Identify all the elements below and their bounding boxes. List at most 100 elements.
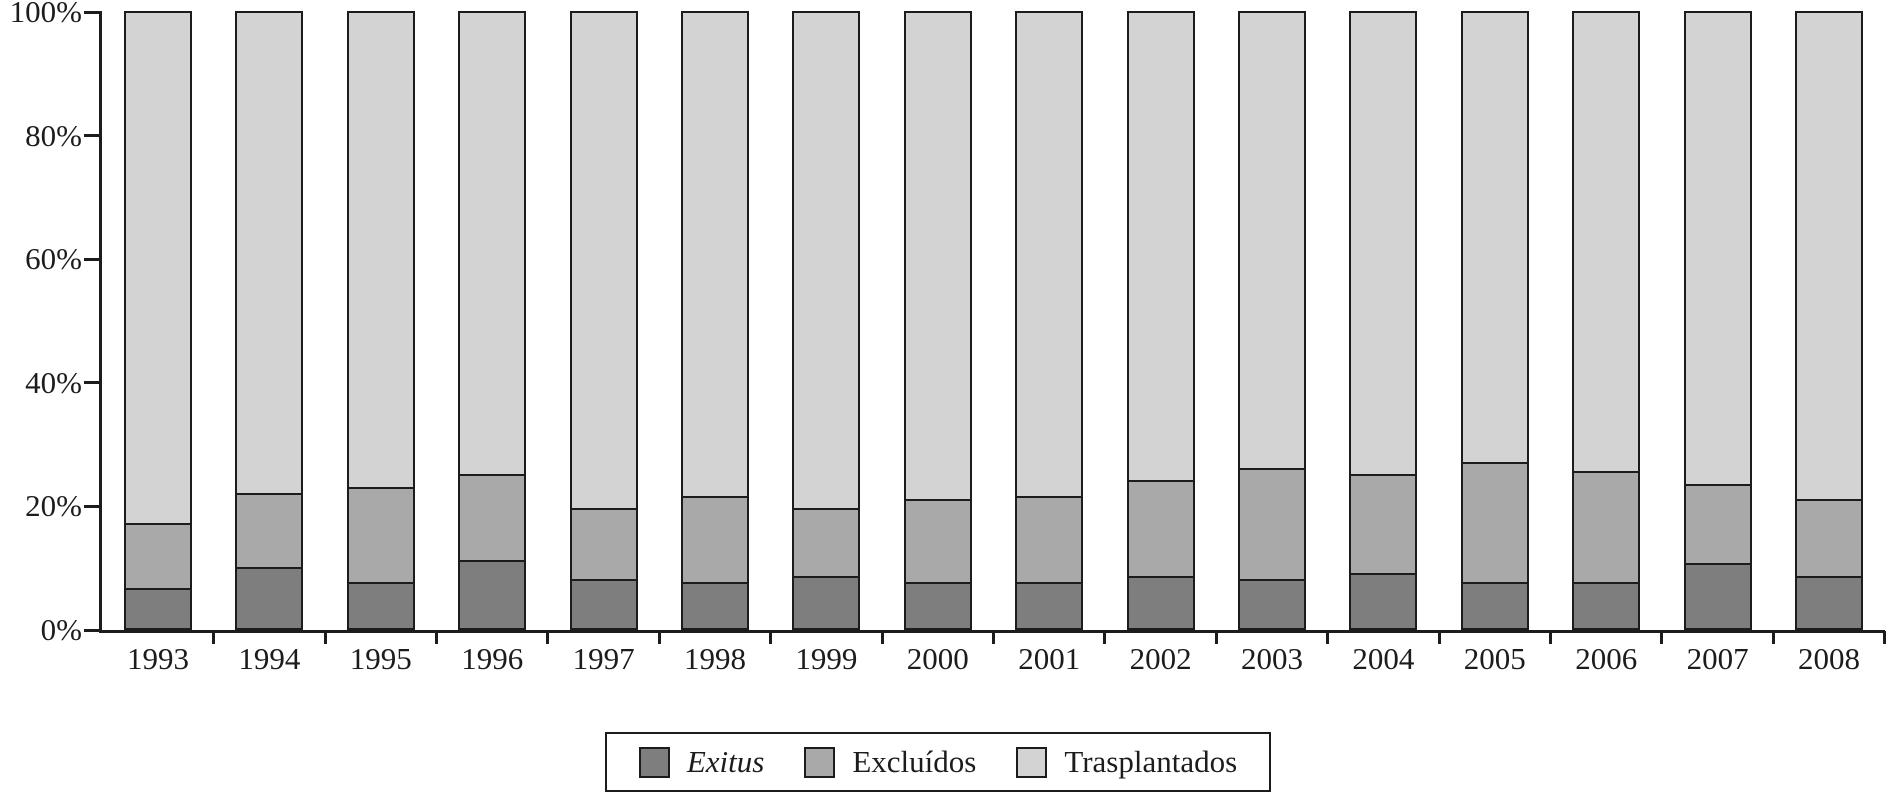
segment-1993-trasplantados bbox=[126, 13, 190, 524]
segment-2006-excluídos bbox=[1574, 471, 1639, 582]
segment-2004-exitus bbox=[1351, 572, 1416, 628]
bar-1993 bbox=[124, 11, 192, 630]
segment-1999-exitus bbox=[794, 575, 859, 628]
segment-2006-exitus bbox=[1574, 581, 1639, 628]
x-axis-tick bbox=[1437, 631, 1441, 644]
segment-1998-excluídos bbox=[683, 495, 747, 582]
segment-2003-exitus bbox=[1240, 578, 1304, 628]
bar-2003 bbox=[1238, 11, 1306, 630]
x-axis-tick bbox=[1103, 631, 1107, 644]
y-axis-tick bbox=[84, 628, 99, 632]
x-axis-label-1994: 1994 bbox=[238, 641, 301, 676]
segment-2008-excluídos bbox=[1797, 498, 1861, 576]
segment-2006-trasplantados bbox=[1574, 13, 1639, 472]
y-axis-tick bbox=[84, 504, 99, 508]
x-axis-label-2000: 2000 bbox=[906, 641, 969, 676]
segment-1995-excluídos bbox=[348, 486, 413, 582]
x-axis-tick bbox=[435, 631, 438, 644]
y-axis-label-40: 40% bbox=[25, 364, 82, 400]
segment-2001-exitus bbox=[1017, 581, 1082, 628]
bar-2004 bbox=[1349, 11, 1418, 630]
bar-2000 bbox=[903, 11, 972, 630]
x-axis-tick bbox=[546, 631, 550, 644]
x-axis-tick bbox=[992, 631, 995, 644]
bar-1999 bbox=[792, 11, 861, 630]
segment-1996-trasplantados bbox=[460, 13, 525, 475]
segment-1995-exitus bbox=[348, 581, 413, 628]
segment-2004-excluídos bbox=[1351, 474, 1416, 573]
trasplantados-swatch bbox=[1016, 746, 1048, 778]
bar-1997 bbox=[569, 11, 638, 630]
x-axis-label-2004: 2004 bbox=[1352, 641, 1415, 676]
segment-1996-excluídos bbox=[460, 474, 525, 561]
x-axis-tick bbox=[323, 631, 327, 644]
segment-2008-trasplantados bbox=[1797, 13, 1861, 499]
segment-2002-trasplantados bbox=[1128, 13, 1193, 481]
segment-2005-excluídos bbox=[1462, 461, 1527, 582]
segment-2001-excluídos bbox=[1017, 495, 1082, 582]
bar-2002 bbox=[1126, 11, 1195, 630]
segment-1997-exitus bbox=[571, 578, 636, 628]
x-axis-label-2005: 2005 bbox=[1463, 641, 1526, 676]
legend-item-exitus: Exitus bbox=[638, 744, 765, 779]
excluidos-swatch bbox=[804, 746, 836, 778]
y-axis-label-20: 20% bbox=[25, 488, 82, 524]
x-axis-label-2002: 2002 bbox=[1129, 641, 1192, 676]
x-axis-tick bbox=[1883, 631, 1887, 644]
legend-item-trasplantados: Trasplantados bbox=[1016, 745, 1237, 779]
segment-1994-trasplantados bbox=[237, 13, 302, 493]
legend: Exitus Excluídos Trasplantados bbox=[605, 732, 1271, 792]
x-axis-label-2008: 2008 bbox=[1798, 641, 1860, 676]
segment-2000-exitus bbox=[905, 581, 970, 628]
segment-1994-excluídos bbox=[237, 492, 302, 567]
segment-1993-excluídos bbox=[126, 523, 190, 589]
x-axis-tick bbox=[657, 631, 661, 644]
segment-2007-exitus bbox=[1685, 563, 1750, 628]
x-axis-tick bbox=[1660, 631, 1664, 644]
y-axis-tick bbox=[84, 257, 99, 261]
plot-area bbox=[99, 11, 1885, 633]
segment-2001-trasplantados bbox=[1017, 13, 1082, 496]
segment-2007-excluídos bbox=[1685, 483, 1750, 564]
y-axis-label-60: 60% bbox=[25, 241, 82, 277]
y-axis-label-100: 100% bbox=[9, 0, 82, 29]
bar-1998 bbox=[681, 11, 749, 630]
y-axis-tick bbox=[84, 10, 99, 14]
x-axis-label-1997: 1997 bbox=[572, 641, 635, 676]
segment-1993-exitus bbox=[126, 588, 190, 628]
segment-2002-excluídos bbox=[1128, 480, 1193, 576]
x-axis-label-1995: 1995 bbox=[349, 641, 412, 676]
legend-label-exitus: Exitus bbox=[686, 744, 765, 779]
segment-1999-excluídos bbox=[794, 508, 859, 576]
segment-2000-excluídos bbox=[905, 498, 970, 582]
bar-2007 bbox=[1683, 11, 1752, 630]
x-axis-tick bbox=[1549, 631, 1552, 644]
segment-1998-exitus bbox=[683, 581, 747, 628]
bar-2005 bbox=[1460, 11, 1529, 630]
x-axis-label-1999: 1999 bbox=[795, 641, 858, 676]
segment-1997-excluídos bbox=[571, 508, 636, 579]
y-axis-tick bbox=[84, 134, 99, 138]
y-axis-tick bbox=[84, 381, 99, 385]
segment-2005-trasplantados bbox=[1462, 13, 1527, 462]
segment-2003-excluídos bbox=[1240, 468, 1304, 579]
bar-2008 bbox=[1795, 11, 1863, 630]
x-axis-label-2007: 2007 bbox=[1686, 641, 1749, 676]
segment-1996-exitus bbox=[460, 560, 525, 628]
x-axis-label-2001: 2001 bbox=[1018, 641, 1081, 676]
legend-item-excluidos: Excluídos bbox=[804, 745, 976, 779]
y-axis-label-0: 0% bbox=[40, 612, 82, 647]
segment-2002-exitus bbox=[1128, 575, 1193, 628]
segment-1994-exitus bbox=[237, 566, 302, 628]
bar-1994 bbox=[235, 11, 304, 630]
segment-1998-trasplantados bbox=[683, 13, 747, 496]
segment-2003-trasplantados bbox=[1240, 13, 1304, 469]
x-axis-label-1998: 1998 bbox=[684, 641, 746, 676]
legend-label-excluidos: Excluídos bbox=[852, 744, 977, 779]
segment-2000-trasplantados bbox=[905, 13, 970, 499]
segment-2008-exitus bbox=[1797, 575, 1861, 628]
segment-1995-trasplantados bbox=[348, 13, 413, 487]
x-axis-tick bbox=[769, 631, 773, 644]
x-axis-label-1993: 1993 bbox=[127, 641, 189, 676]
